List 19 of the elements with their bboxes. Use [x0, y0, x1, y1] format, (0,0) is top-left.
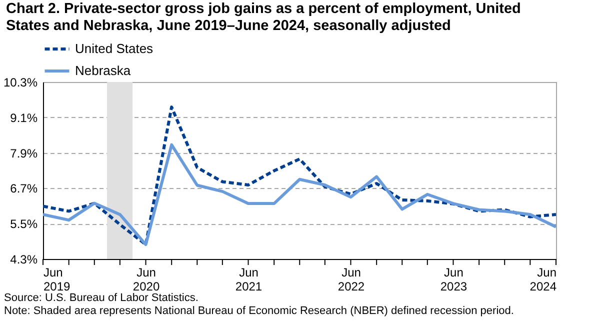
x-tick-label: Jun 2022	[338, 266, 365, 294]
line-series	[43, 143, 556, 246]
y-tick-label: 7.9%	[10, 146, 38, 160]
x-tick-label: Jun 2023	[440, 266, 468, 294]
text: Note: Shaded area represents National Bureau of Economic Research (NBER) defined recession period.	[4, 305, 514, 318]
x-tick-label: Jun 2021	[235, 266, 262, 294]
legend-label: Nebraska	[75, 63, 132, 78]
legend-label: United States	[75, 41, 154, 56]
y-tick-label: 6.7%	[10, 182, 38, 196]
y-tick-label: 5.5%	[10, 217, 38, 232]
x-tick-label: Jun 2024	[530, 266, 557, 294]
line-series	[43, 106, 556, 246]
y-tick-label: 4.3%	[10, 252, 38, 266]
y-tick-label: 9.1%	[10, 110, 38, 125]
source-note: Source: U.S. Bureau of Labor Statistics.	[4, 292, 200, 305]
x-tick-label: Jun 2020	[132, 266, 160, 294]
x-tick-label: Jun 2019	[44, 266, 71, 294]
y-tick-label: 10.3%	[3, 76, 38, 90]
chart-title: Chart 2. Private-sector gross job gains as a percent of employment, United States and Nebraska, June 2019–June 2024, seasonally adjusted	[5, 0, 522, 35]
